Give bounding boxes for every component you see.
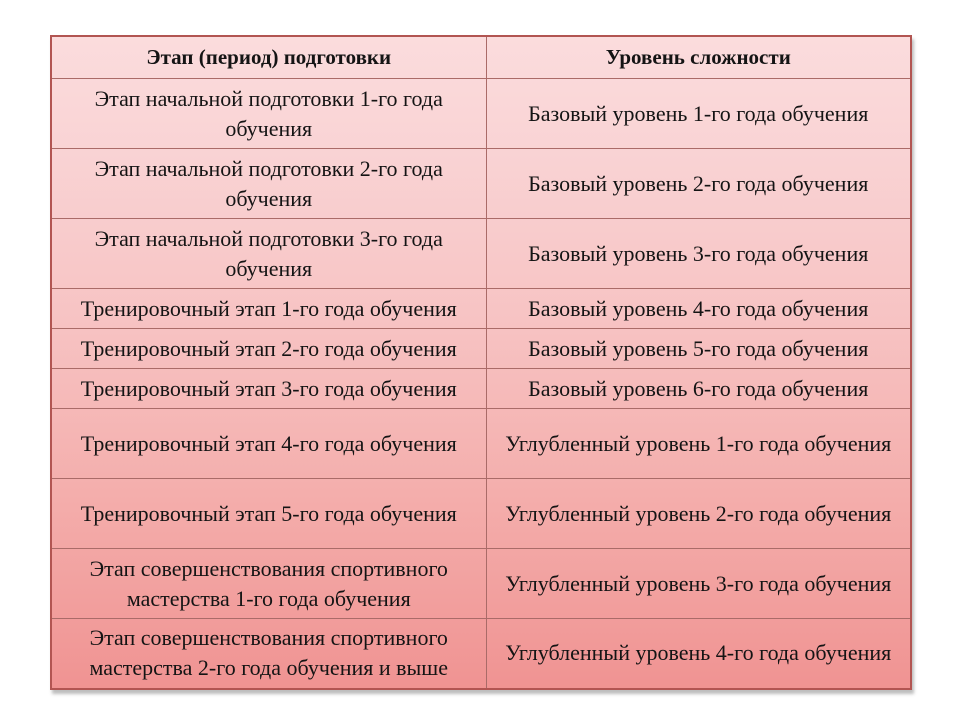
- table-row: Этап начальной подготовки 2-го года обуч…: [50, 148, 912, 219]
- stage-cell: Тренировочный этап 3-го года обучения: [50, 368, 487, 409]
- stage-cell: Тренировочный этап 1-го года обучения: [50, 288, 487, 329]
- stage-cell: Этап начальной подготовки 3-го года обуч…: [50, 218, 487, 289]
- col-header-stage: Этап (период) подготовки: [50, 35, 487, 79]
- table-row: Этап совершенствования спортивного масте…: [50, 548, 912, 619]
- level-cell: Базовый уровень 2-го года обучения: [485, 148, 912, 219]
- stage-cell: Этап совершенствования спортивного масте…: [50, 548, 487, 619]
- table-row: Этап начальной подготовки 3-го года обуч…: [50, 218, 912, 289]
- level-cell: Базовый уровень 4-го года обучения: [485, 288, 912, 329]
- stage-cell: Этап начальной подготовки 1-го года обуч…: [50, 78, 487, 149]
- stage-cell: Тренировочный этап 4-го года обучения: [50, 408, 487, 479]
- table-row: Тренировочный этап 3-го года обучения Ба…: [50, 368, 912, 409]
- table-row: Тренировочный этап 4-го года обучения Уг…: [50, 408, 912, 479]
- table-row: Этап совершенствования спортивного масте…: [50, 618, 912, 689]
- stage-cell: Тренировочный этап 2-го года обучения: [50, 328, 487, 369]
- level-cell: Базовый уровень 6-го года обучения: [485, 368, 912, 409]
- level-cell: Углубленный уровень 3-го года обучения: [485, 548, 912, 619]
- level-cell: Углубленный уровень 2-го года обучения: [485, 478, 912, 549]
- stage-cell: Этап совершенствования спортивного масте…: [50, 618, 487, 689]
- table-row: Тренировочный этап 2-го года обучения Ба…: [50, 328, 912, 369]
- level-cell: Базовый уровень 5-го года обучения: [485, 328, 912, 369]
- level-cell: Углубленный уровень 4-го года обучения: [485, 618, 912, 689]
- table-row: Тренировочный этап 5-го года обучения Уг…: [50, 478, 912, 549]
- level-cell: Углубленный уровень 1-го года обучения: [485, 408, 912, 479]
- table-row: Этап начальной подготовки 1-го года обуч…: [50, 78, 912, 149]
- table-row: Тренировочный этап 1-го года обучения Ба…: [50, 288, 912, 329]
- stage-cell: Этап начальной подготовки 2-го года обуч…: [50, 148, 487, 219]
- stage-cell: Тренировочный этап 5-го года обучения: [50, 478, 487, 549]
- col-header-level: Уровень сложности: [485, 35, 912, 79]
- level-cell: Базовый уровень 1-го года обучения: [485, 78, 912, 149]
- level-cell: Базовый уровень 3-го года обучения: [485, 218, 912, 289]
- table-header-row: Этап (период) подготовки Уровень сложнос…: [50, 35, 912, 79]
- preparation-levels-table: Этап (период) подготовки Уровень сложнос…: [50, 35, 912, 690]
